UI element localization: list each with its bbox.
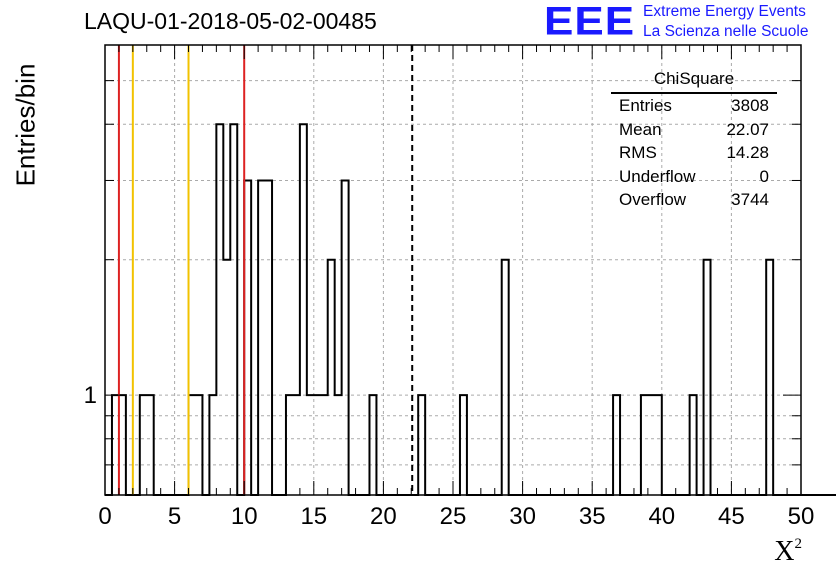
y-axis-label-box: Entries/bin (6, 60, 46, 190)
x-tick-label: 0 (98, 503, 111, 530)
histogram-bin (613, 395, 620, 495)
stats-row-mean: Mean 22.07 (611, 118, 777, 142)
histogram-bin (342, 180, 349, 495)
axes (104, 44, 802, 496)
histogram-bin (223, 260, 230, 495)
histogram-bin (641, 395, 648, 495)
histogram-bin (655, 395, 662, 495)
histogram-bin (314, 395, 321, 495)
stats-row-underflow: Underflow 0 (611, 165, 777, 189)
histogram-bin (209, 395, 216, 495)
x-axis-label-superscript: 2 (794, 536, 803, 552)
histogram-bin (189, 395, 196, 495)
histogram-bin (502, 260, 509, 495)
histogram-bin (230, 124, 237, 495)
stats-value: 3808 (731, 96, 769, 115)
stats-row-overflow: Overflow 3744 (611, 188, 777, 212)
x-tick-label: 10 (231, 503, 258, 530)
logo-line2: La Scienza nelle Scuole (643, 23, 809, 40)
histogram-bin (293, 395, 300, 495)
stats-row-entries: Entries 3808 (611, 94, 777, 118)
histogram-bin (704, 260, 711, 495)
histogram-bin (286, 395, 293, 495)
logo-mark: EEE (544, 0, 636, 44)
stats-label: Underflow (619, 166, 696, 186)
histogram-bin (460, 395, 467, 495)
histogram-bin (258, 180, 265, 495)
histogram-bin (690, 395, 697, 495)
stats-box: ChiSquare Entries 3808 Mean 22.07 RMS 14… (611, 67, 777, 212)
x-tick-label: 40 (648, 503, 675, 530)
histogram-bin (195, 395, 202, 495)
histogram-bin (369, 395, 376, 495)
y-tick-label: 1 (84, 382, 97, 409)
x-tick-label: 5 (168, 503, 181, 530)
histogram-bin (321, 395, 328, 495)
stats-label: Overflow (619, 190, 687, 209)
histogram-bin (328, 260, 335, 495)
stats-value: 14.28 (726, 143, 769, 162)
histogram-bin (648, 395, 655, 495)
logo-text: Extreme Energy Events La Scienza nelle S… (643, 2, 808, 42)
stats-label: Entries (619, 96, 672, 115)
stats-value: 3744 (731, 190, 769, 209)
x-tick-label: 20 (370, 503, 397, 530)
histogram-bin (112, 395, 119, 495)
x-tick-label: 45 (718, 503, 745, 530)
x-tick-label: 35 (579, 503, 606, 530)
histogram-bin (418, 395, 425, 495)
stats-row-rms: RMS 14.28 (611, 141, 777, 165)
histogram-bin (244, 180, 251, 495)
eee-logo: EEE Extreme Energy Events La Scienza nel… (544, 2, 809, 46)
y-axis-label: Entries/bin (10, 63, 41, 187)
histogram-bin (766, 260, 773, 495)
x-axis-label-text: X (774, 536, 795, 567)
histogram-bin (216, 124, 223, 495)
histogram-bin (307, 395, 314, 495)
histogram-bin (119, 395, 126, 495)
stats-value: 0 (759, 166, 769, 186)
x-tick-label: 50 (788, 503, 815, 530)
histogram-bin (335, 395, 342, 495)
histogram-bin (265, 180, 272, 495)
x-tick-label: 15 (300, 503, 327, 530)
histogram-bin (140, 395, 147, 495)
reference-lines (117, 45, 414, 495)
histogram-bin (147, 395, 154, 495)
histogram-bin (300, 124, 307, 495)
chart-title: LAQU-01-2018-05-02-00485 (84, 8, 377, 34)
stats-label: Mean (619, 119, 662, 139)
x-axis-label: X2 (774, 536, 802, 568)
stats-label: RMS (619, 143, 657, 162)
stats-title: ChiSquare (611, 67, 777, 94)
logo-line1: Extreme Energy Events (643, 3, 806, 20)
x-tick-label: 25 (440, 503, 467, 530)
x-tick-label: 30 (509, 503, 536, 530)
tick-labels: 0 5 10 15 20 25 30 35 40 45 50 1 (84, 382, 815, 530)
stats-value: 22.07 (726, 119, 769, 139)
